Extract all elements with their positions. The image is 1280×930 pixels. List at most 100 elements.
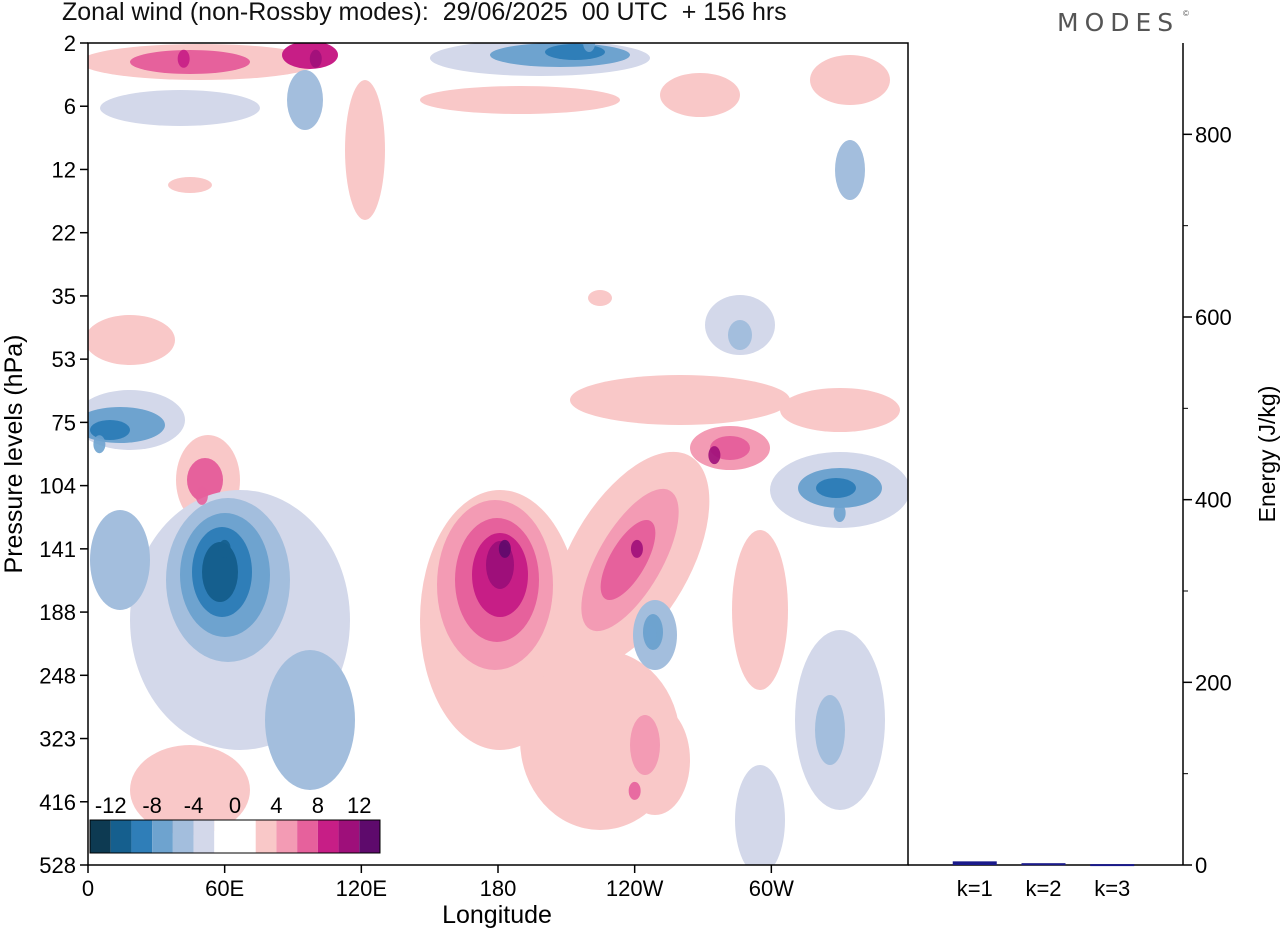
pressure-tick-label: 188 [39, 600, 76, 625]
colorbar-swatch [214, 820, 235, 853]
pressure-tick-label: 53 [52, 347, 76, 372]
field-blob [88, 315, 175, 365]
colorbar-swatch [359, 820, 380, 853]
energy-tick-label: 200 [1195, 670, 1232, 695]
energy-bar [952, 861, 997, 865]
pressure-tick-label: 35 [52, 284, 76, 309]
pressure-tick-label: 75 [52, 410, 76, 435]
field-blob [570, 375, 790, 425]
field-blob [130, 745, 250, 835]
longitude-tick-label: 180 [480, 876, 517, 901]
pressure-tick-label: 104 [39, 474, 76, 499]
field-blob [810, 55, 890, 105]
x-axis-label: Longitude [442, 901, 552, 929]
field-blob [835, 140, 865, 200]
wind-extremum [833, 503, 846, 522]
energy-bar-label: k=2 [1025, 876, 1061, 901]
colorbar-label: 0 [229, 793, 241, 818]
field-blob [630, 715, 660, 775]
y-axis-label: Pressure levels (hPa) [0, 335, 28, 574]
field-blob [287, 70, 323, 130]
field-blob [816, 478, 856, 498]
colorbar-swatch [297, 820, 318, 853]
colorbar-swatch [131, 820, 153, 853]
pressure-tick-label: 416 [39, 790, 76, 815]
field-blob [90, 510, 150, 610]
energy-tick-label: 400 [1195, 488, 1232, 513]
longitude-tick-label: 60W [749, 876, 794, 901]
colorbar-swatch [338, 820, 360, 853]
field-blob [265, 650, 355, 790]
wind-extremum [93, 435, 106, 454]
colorbar-frame [89, 819, 381, 854]
colorbar-label: 4 [270, 793, 282, 818]
wind-extremum [630, 539, 643, 558]
wind-extremum [498, 539, 511, 558]
wind-extremum [195, 486, 208, 505]
energy-bar-label: k=3 [1094, 876, 1130, 901]
field-blob [168, 177, 212, 193]
wind-extremum [628, 781, 641, 800]
field-blob [780, 388, 900, 432]
zonal-wind-field [88, 43, 908, 865]
colorbar-swatch [317, 820, 339, 853]
energy-bars: k=1 k=2 k=3 [952, 861, 1135, 901]
energy-bar [1021, 863, 1066, 866]
energy-bar-label: k=1 [957, 876, 993, 901]
field-blob [728, 320, 752, 350]
energy-axis-label: Energy (J/kg) [1254, 386, 1280, 523]
longitude-tick-label: 0 [82, 876, 94, 901]
wind-extremum [218, 539, 231, 558]
colorbar-swatch [110, 820, 132, 853]
colorbar: -12 -8 -4 0 4 8 12 [89, 793, 381, 854]
pressure-tick-label: 6 [64, 94, 76, 119]
pressure-axis: 2 6 12 22 35 53 75 104 141 188 248 323 416 528 [39, 31, 88, 878]
field-blob [202, 542, 238, 602]
copyright-mark: © [1183, 9, 1189, 18]
wind-extremum [708, 446, 721, 465]
field-blob [130, 50, 250, 74]
colorbar-label: 8 [312, 793, 324, 818]
field-blob [815, 695, 845, 765]
colorbar-swatch [235, 820, 256, 853]
energy-tick-label: 0 [1195, 853, 1207, 878]
pressure-tick-label: 323 [39, 727, 76, 752]
modes-logo: MODES [1057, 8, 1180, 37]
longitude-tick-label: 60E [205, 876, 244, 901]
wind-extremum [177, 49, 190, 68]
field-blob [545, 44, 605, 60]
pressure-tick-label: 248 [39, 663, 76, 688]
colorbar-swatch [152, 820, 173, 853]
longitude-tick-label: 120E [336, 876, 387, 901]
longitude-tick-label: 120W [606, 876, 664, 901]
pressure-tick-label: 528 [39, 853, 76, 878]
field-blob [345, 80, 385, 220]
field-blob [187, 458, 223, 502]
field-blob [732, 530, 788, 690]
colorbar-label: 12 [347, 793, 371, 818]
colorbar-label: -8 [142, 793, 162, 818]
pressure-tick-label: 12 [52, 157, 76, 182]
field-blob [100, 90, 260, 126]
pressure-tick-label: 22 [52, 221, 76, 246]
wind-extremum [583, 43, 596, 52]
colorbar-swatch [193, 820, 215, 853]
colorbar-label: -12 [95, 793, 127, 818]
colorbar-swatch [276, 820, 298, 853]
field-blob [588, 290, 612, 306]
energy-axis: 0 200 400 600 800 [1183, 122, 1232, 878]
field-blob [600, 520, 656, 600]
field-blob [660, 73, 740, 117]
pressure-tick-label: 2 [64, 31, 76, 56]
colorbar-swatch [255, 820, 277, 853]
figure-title: Zonal wind (non-Rossby modes): 29/06/202… [62, 0, 787, 26]
energy-tick-label: 800 [1195, 122, 1232, 147]
colorbar-label: -4 [184, 793, 204, 818]
wind-extremum [309, 49, 322, 68]
field-blob [282, 43, 338, 69]
energy-tick-label: 600 [1195, 305, 1232, 330]
wind-extremum [644, 626, 657, 645]
colorbar-swatch [90, 820, 111, 853]
colorbar-swatch [172, 820, 194, 853]
